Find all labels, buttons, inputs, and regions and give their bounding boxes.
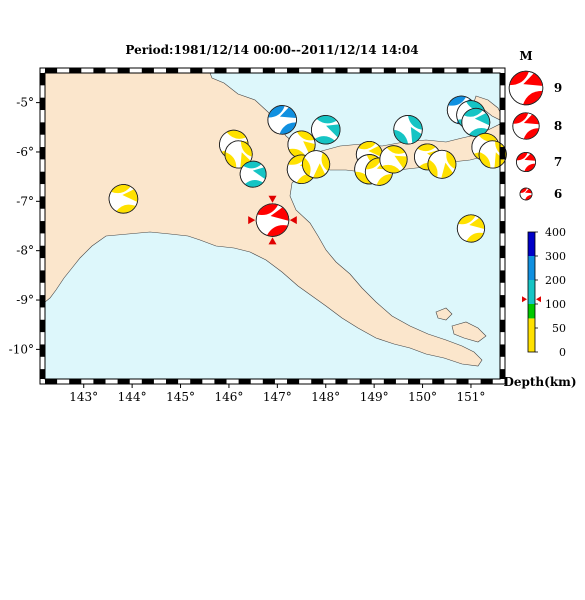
map-panel: 143° 144° 145° 146° 147° 148° 149° 150° 151° -5°…	[9, 67, 507, 404]
magnitude-legend-label: 9	[554, 81, 562, 95]
magnitude-legend-label: 6	[554, 187, 562, 201]
focal-mechanism-14	[379, 145, 408, 174]
lat-tick-label: -5°	[16, 96, 34, 110]
depth-tick-label: 0	[559, 346, 566, 359]
focal-mechanism-layer	[108, 95, 507, 243]
depth-band	[528, 256, 535, 280]
magnitude-legend: M 9 8 7 6	[508, 49, 562, 201]
focal-mechanism-20	[461, 107, 491, 137]
lon-tick-label: 150°	[408, 390, 437, 404]
focal-mechanism-5	[239, 160, 267, 188]
depth-tick-label: 400	[545, 226, 566, 239]
lon-tick-label: 148°	[311, 390, 340, 404]
magnitude-legend-ball-8	[512, 112, 540, 140]
focal-mechanism-10	[311, 115, 341, 145]
southeast-islands	[451, 321, 487, 343]
lon-tick-label: 149°	[360, 390, 389, 404]
lon-tick-label: 145°	[166, 390, 195, 404]
lat-tick-label: -9°	[16, 293, 34, 307]
d-entrecasteaux-islands	[435, 307, 453, 321]
lon-tick-label: 144°	[118, 390, 147, 404]
target-arrow-right	[289, 216, 297, 225]
focal-mechanism-6	[267, 105, 297, 135]
depth-band	[528, 328, 535, 352]
depth-marker-left	[522, 296, 527, 303]
magnitude-legend-label: 7	[554, 155, 562, 169]
map-title: Period:1981/12/14 00:00--2011/12/14 14:0…	[125, 43, 418, 57]
depth-scale-title: Depth(km)	[503, 375, 576, 389]
lon-tick-label: 151°	[457, 390, 486, 404]
focal-mechanism-2	[108, 184, 139, 214]
target-arrow-left	[248, 216, 256, 225]
magnitude-legend-ball-6	[519, 187, 533, 201]
depth-color-scale: Depth(km) 0 50 100 200 300 400	[503, 226, 576, 389]
lon-tick-label: 143°	[69, 390, 98, 404]
target-arrow-bottom	[268, 237, 277, 245]
lat-tick-label: -10°	[9, 342, 34, 356]
latitude-labels: -5° -6° -7° -8° -9° -10°	[9, 96, 40, 356]
lat-tick-label: -8°	[16, 244, 34, 258]
focal-mechanism-23	[456, 214, 486, 243]
depth-band	[528, 280, 535, 292]
magnitude-legend-title: M	[519, 49, 532, 63]
depth-marker-right	[536, 296, 541, 303]
depth-band	[528, 318, 535, 328]
lon-tick-label: 146°	[214, 390, 243, 404]
magnitude-legend-ball-9	[508, 70, 544, 106]
magnitude-legend-ball-7	[515, 151, 537, 173]
depth-tick-label: 200	[545, 274, 566, 287]
lon-tick-label: 147°	[263, 390, 292, 404]
map-frame	[39, 67, 506, 385]
focal-mechanism-15	[393, 115, 423, 145]
focal-mechanism-9	[302, 150, 331, 179]
depth-band	[528, 304, 535, 319]
focal-mechanism-1	[255, 203, 290, 237]
lat-tick-label: -6°	[16, 145, 34, 159]
target-event-markers	[248, 195, 297, 245]
lat-tick-label: -7°	[16, 194, 34, 208]
longitude-labels: 143° 144° 145° 146° 147° 148° 149° 150° 151°	[69, 384, 485, 404]
depth-tick-label: 100	[545, 298, 566, 311]
depth-tick-label: 300	[545, 250, 566, 263]
magnitude-legend-label: 8	[554, 119, 562, 133]
focal-mechanism-17	[427, 149, 457, 179]
target-arrow-top	[268, 195, 277, 203]
depth-band	[528, 232, 535, 256]
depth-tick-label: 50	[552, 322, 566, 335]
depth-band	[528, 292, 535, 304]
